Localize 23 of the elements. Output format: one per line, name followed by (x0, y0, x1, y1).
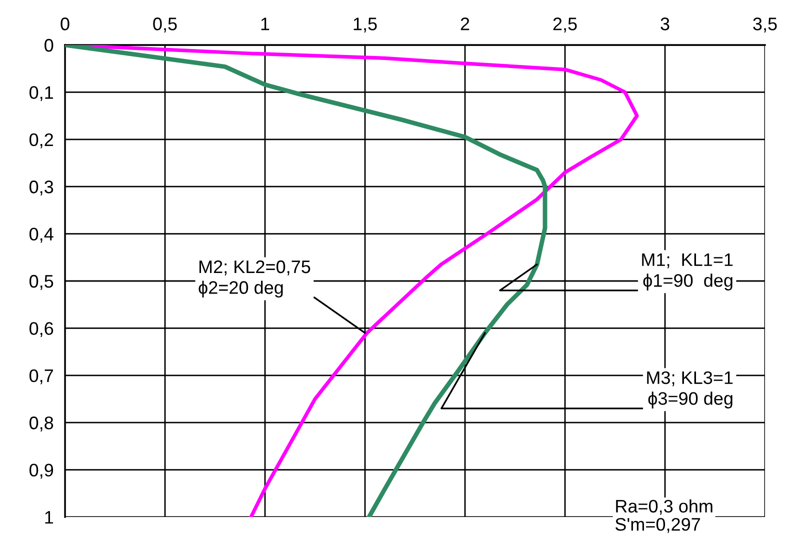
x-tick-label: 1 (261, 18, 270, 30)
y-tick-label: 0,7 (29, 369, 53, 384)
annotation: Ra=0,3 ohm S'm=0,297 (615, 499, 712, 533)
y-tick-label: 0,6 (29, 322, 54, 338)
x-tick-label: 2,5 (553, 18, 577, 32)
annotation: M1; KL1=1 ϕ1=90 deg (642, 254, 733, 290)
y-tick-label: 0 (44, 38, 54, 52)
y-tick-label: 0,3 (29, 180, 54, 196)
y-tick-label: 0,2 (29, 133, 53, 148)
x-tick-label: 0 (60, 18, 70, 30)
y-tick-label: 0,9 (29, 464, 54, 479)
y-tick-label: 0,5 (29, 274, 54, 290)
x-tick-label: 3,5 (753, 18, 777, 32)
y-tick-label: 0,4 (29, 228, 54, 243)
y-tick-label: 0,1 (29, 86, 54, 102)
y-tick-label: 0,8 (29, 416, 54, 432)
annotation: M2; KL2=0,75 ϕ2=20 deg (198, 260, 310, 298)
x-tick-label: 2 (460, 18, 470, 30)
x-tick-label: 0,5 (153, 18, 177, 32)
x-tick-label: 1,5 (354, 18, 377, 32)
y-tick-label: 1 (45, 511, 54, 524)
annotation: M3; KL3=1 ϕ3=90 deg (647, 371, 733, 408)
x-tick-label: 3 (660, 18, 670, 30)
